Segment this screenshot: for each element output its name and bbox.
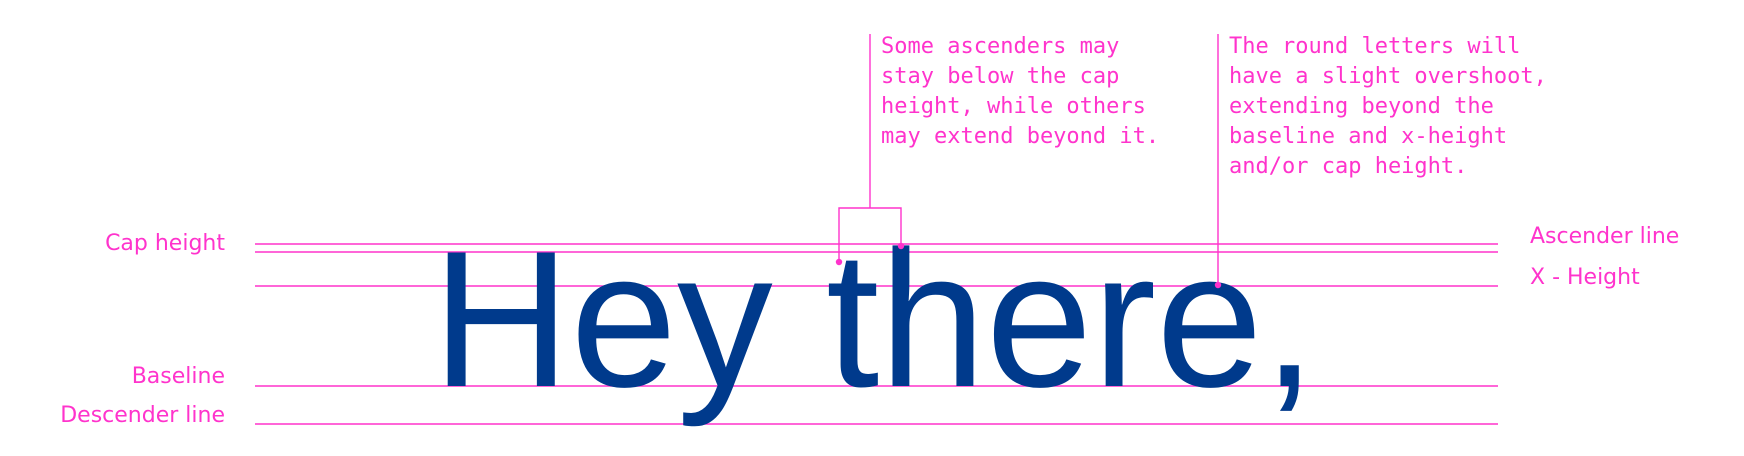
ascender-line-label: Ascender line — [1530, 224, 1680, 249]
ascender-callout-dot-right — [897, 242, 905, 250]
descender-line-label: Descender line — [60, 403, 225, 428]
ascender-callout-bracket — [838, 207, 902, 262]
overshoot-callout-dot — [1214, 281, 1222, 289]
x-height-label: X - Height — [1530, 265, 1640, 290]
specimen-text: Hey there, — [432, 211, 1316, 428]
baseline-label: Baseline — [131, 364, 225, 389]
overshoot-annotation: The round letters will have a slight ove… — [1229, 34, 1547, 179]
ascenders-annotation: Some ascenders may stay below the cap he… — [881, 34, 1160, 149]
cap-height-label: Cap height — [105, 231, 225, 256]
ascender-callout-dot-left — [835, 258, 843, 266]
